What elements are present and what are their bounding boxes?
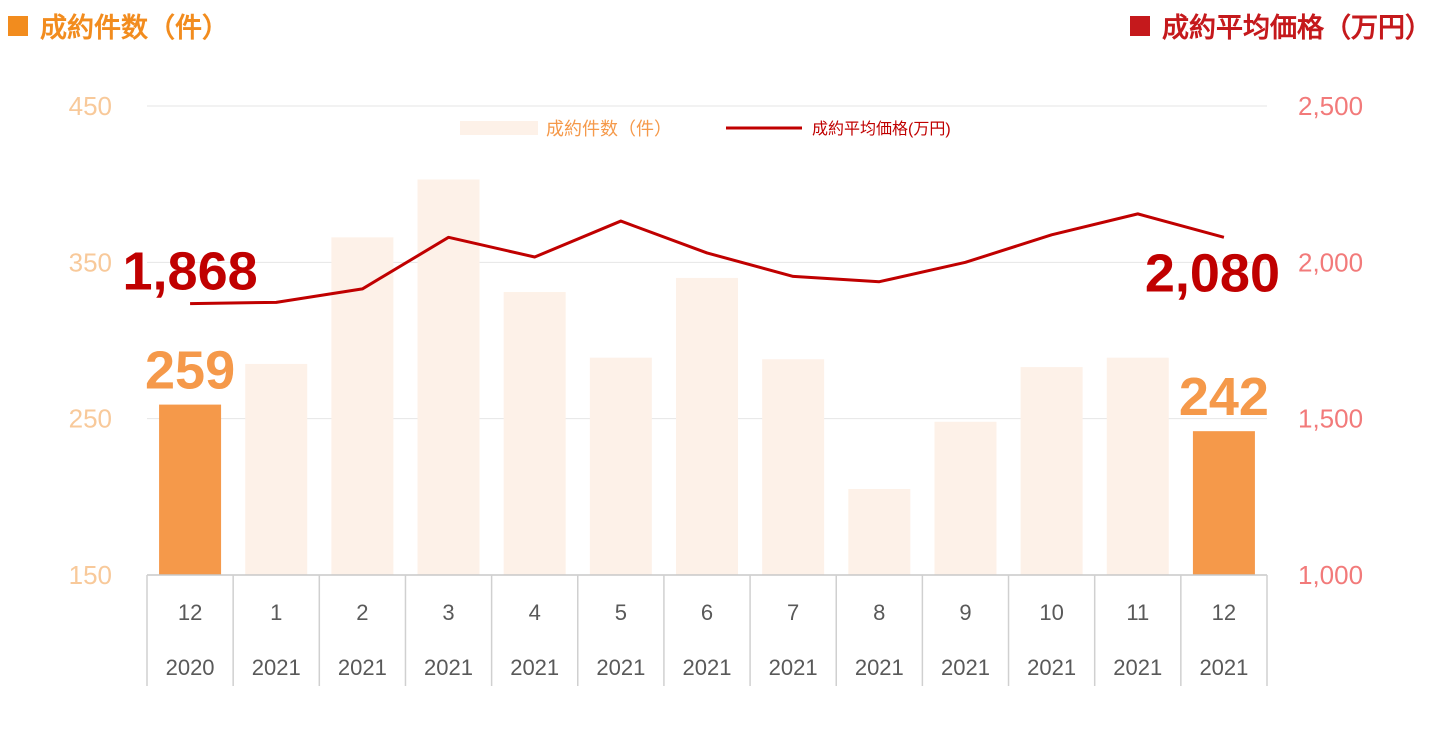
left-axis: 150 250 350 450 [69,91,112,590]
bar [848,489,911,575]
bar [676,277,738,575]
year-label: 2021 [338,655,387,680]
year-label: 2021 [596,655,645,680]
legend: 成約件数（件） 成約平均価格(万円) [460,119,951,139]
month-label: 12 [1212,600,1236,625]
bar-value-label: 242 [1179,367,1269,427]
bar [934,421,997,575]
month-label: 7 [787,600,799,625]
annotations: 259 242 1,868 2,080 [123,242,1280,428]
year-label: 2021 [1113,655,1162,680]
right-tick-label: 1,500 [1298,404,1363,434]
year-label: 2021 [510,655,559,680]
bar-value-label: 259 [145,341,235,401]
red-square-icon [1130,15,1150,36]
bar [245,363,308,575]
legend-bar-label: 成約件数（件） [546,119,672,139]
right-axis-title: 成約平均価格（万円） [1130,6,1432,45]
left-tick-label: 150 [69,560,112,590]
year-label: 2020 [166,655,215,680]
left-axis-title-text: 成約件数（件） [40,13,229,44]
month-label: 5 [615,600,627,625]
year-label: 2021 [252,655,301,680]
month-label: 3 [442,600,454,625]
bar [762,359,825,575]
year-label: 2021 [1027,655,1076,680]
left-axis-title: 成約件数（件） [8,6,229,45]
left-tick-label: 250 [69,404,112,434]
category-table: 12 2020 1 2021 2 2021 3 2021 4 2021 5 2021 6 2021 7 202… [146,574,1268,686]
line-value-label: 2,080 [1145,243,1280,303]
legend-bar-swatch [460,121,538,135]
year-label: 2021 [424,655,473,680]
legend-line-label: 成約平均価格(万円) [812,120,951,138]
right-tick-label: 2,500 [1298,91,1363,121]
month-label: 8 [873,600,885,625]
left-tick-label: 450 [69,91,112,121]
line-value-label: 1,868 [123,242,258,302]
right-tick-label: 1,000 [1298,560,1363,590]
right-tick-label: 2,000 [1298,247,1363,277]
month-label: 6 [701,600,713,625]
year-label: 2021 [683,655,732,680]
month-label: 9 [959,600,971,625]
bar [1106,357,1169,575]
month-label: 2 [356,600,368,625]
orange-square-icon [8,15,28,36]
left-tick-label: 350 [69,247,112,277]
bar [417,179,480,575]
right-axis: 1,000 1,500 2,000 2,500 [1298,91,1363,590]
month-label: 10 [1039,600,1063,625]
year-label: 2021 [1199,655,1248,680]
price-line [190,212,1225,306]
year-label: 2021 [855,655,904,680]
year-label: 2021 [769,655,818,680]
bar [159,404,222,575]
right-axis-title-text: 成約平均価格（万円） [1162,13,1432,44]
month-label: 11 [1126,600,1149,625]
month-label: 12 [178,600,202,625]
bar [1192,431,1255,575]
line-series [190,212,1225,306]
bar [1020,367,1083,575]
bar [589,357,652,575]
bar-series [159,179,1255,575]
bar [503,292,566,575]
month-label: 4 [529,600,541,625]
year-label: 2021 [941,655,990,680]
month-label: 1 [270,600,282,625]
